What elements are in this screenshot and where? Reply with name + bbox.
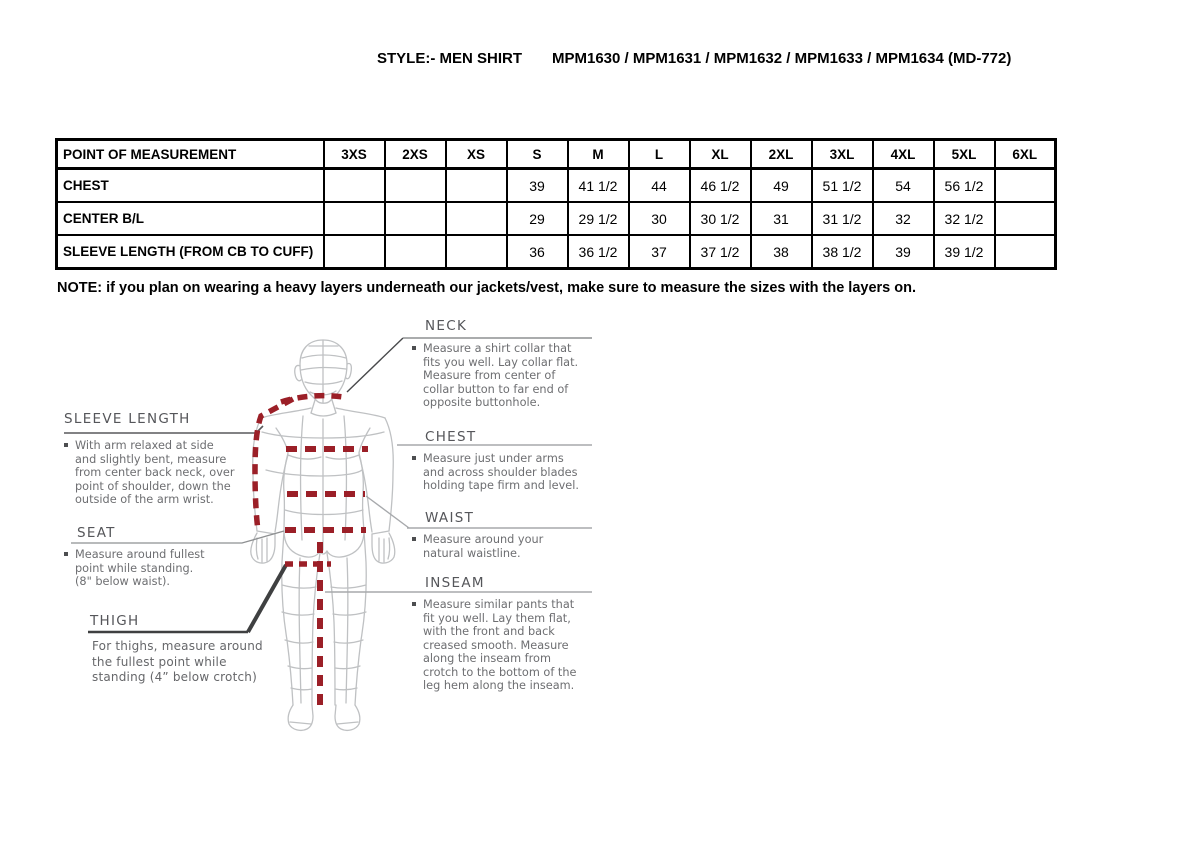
size-cell: 37	[627, 234, 691, 270]
neck-description: Measure a shirt collar that fits you wel…	[412, 342, 602, 410]
table-header-row: POINT OF MEASUREMENT 3XS 2XS XS S M L XL…	[55, 138, 1057, 170]
size-cell	[993, 167, 1057, 203]
seat-connector-line	[71, 530, 285, 544]
waist-connector-line	[365, 495, 410, 529]
size-cell: 36 1/2	[566, 234, 630, 270]
waist-description: Measure around your natural waistline.	[412, 533, 602, 560]
column-header: M	[566, 138, 630, 170]
neck-label: NECK	[425, 318, 468, 334]
size-cell: 37 1/2	[688, 234, 752, 270]
style-label: STYLE:- MEN SHIRT	[377, 50, 522, 67]
size-cell	[993, 201, 1057, 236]
column-header: L	[627, 138, 691, 170]
size-cell: 41 1/2	[566, 167, 630, 203]
size-cell: 30	[627, 201, 691, 236]
size-cell	[993, 234, 1057, 270]
chest-description-text: Measure just under arms and across shoul…	[423, 452, 579, 493]
measurement-dash-lines	[252, 392, 368, 707]
seat-description: Measure around fullest point while stand…	[64, 548, 254, 589]
column-header: XL	[688, 138, 752, 170]
thigh-description: For thighs, measure around the fullest p…	[92, 639, 282, 686]
sleeve-length-label: SLEEVE LENGTH	[64, 411, 191, 427]
table-row: SLEEVE LENGTH (FROM CB TO CUFF) 36 36 1/…	[55, 234, 1057, 270]
waist-label: WAIST	[425, 510, 475, 526]
size-cell: 39 1/2	[932, 234, 996, 270]
column-header: 2XS	[383, 138, 447, 170]
sleeve-length-description: With arm relaxed at side and slightly be…	[64, 439, 264, 507]
size-cell: 36	[505, 234, 569, 270]
size-cell	[444, 201, 508, 236]
column-header: POINT OF MEASUREMENT	[55, 138, 325, 170]
neck-description-text: Measure a shirt collar that fits you wel…	[423, 342, 579, 410]
bullet-square-icon	[412, 602, 416, 606]
size-measurement-table: POINT OF MEASUREMENT 3XS 2XS XS S M L XL…	[55, 138, 1057, 270]
size-cell: 39	[505, 167, 569, 203]
sleeve-length-underline	[64, 425, 264, 434]
size-cell: 54	[871, 167, 935, 203]
size-cell	[383, 201, 447, 236]
table-row: CENTER B/L 29 29 1/2 30 30 1/2 31 31 1/2…	[55, 201, 1057, 236]
column-header: 6XL	[993, 138, 1057, 170]
note-text: NOTE: if you plan on wearing a heavy lay…	[57, 280, 917, 296]
column-header: S	[505, 138, 569, 170]
seat-description-text: Measure around fullest point while stand…	[75, 548, 205, 589]
row-label: SLEEVE LENGTH (FROM CB TO CUFF)	[55, 234, 325, 270]
row-label: CHEST	[55, 167, 325, 203]
size-cell: 31 1/2	[810, 201, 874, 236]
thigh-description-text: For thighs, measure around the fullest p…	[92, 639, 263, 685]
chest-description: Measure just under arms and across shoul…	[412, 452, 602, 493]
size-cell: 44	[627, 167, 691, 203]
column-header: 3XS	[322, 138, 386, 170]
waist-description-text: Measure around your natural waistline.	[423, 533, 544, 560]
size-cell: 39	[871, 234, 935, 270]
size-cell: 51 1/2	[810, 167, 874, 203]
style-codes: MPM1630 / MPM1631 / MPM1632 / MPM1633 / …	[552, 50, 1012, 67]
inseam-label: INSEAM	[425, 575, 485, 591]
size-cell: 29	[505, 201, 569, 236]
sleeve-dash-line	[252, 396, 295, 532]
chest-label: CHEST	[425, 429, 477, 445]
size-cell	[444, 234, 508, 270]
bullet-square-icon	[64, 552, 68, 556]
bullet-square-icon	[412, 456, 416, 460]
size-cell: 29 1/2	[566, 201, 630, 236]
size-cell: 56 1/2	[932, 167, 996, 203]
thigh-pointer-line	[246, 564, 288, 633]
size-cell: 31	[749, 201, 813, 236]
size-cell: 38 1/2	[810, 234, 874, 270]
body-wireframe-figure	[250, 339, 396, 731]
column-header: 3XL	[810, 138, 874, 170]
column-header: XS	[444, 138, 508, 170]
size-cell	[383, 234, 447, 270]
size-cell	[322, 167, 386, 203]
neck-connector-line	[346, 337, 404, 393]
size-cell: 32	[871, 201, 935, 236]
column-header: 4XL	[871, 138, 935, 170]
thigh-label: THIGH	[90, 613, 140, 629]
measurement-diagram	[64, 337, 592, 731]
size-cell: 49	[749, 167, 813, 203]
inseam-description: Measure similar pants that fit you well.…	[412, 598, 602, 693]
size-cell	[444, 167, 508, 203]
table-row: CHEST 39 41 1/2 44 46 1/2 49 51 1/2 54 5…	[55, 167, 1057, 203]
size-cell: 46 1/2	[688, 167, 752, 203]
row-label: CENTER B/L	[55, 201, 325, 236]
column-header: 2XL	[749, 138, 813, 170]
column-header: 5XL	[932, 138, 996, 170]
connector-lines	[64, 337, 592, 634]
bullet-square-icon	[412, 537, 416, 541]
size-cell	[383, 167, 447, 203]
size-cell: 32 1/2	[932, 201, 996, 236]
size-cell: 38	[749, 234, 813, 270]
page-title: STYLE:- MEN SHIRT MPM1630 / MPM1631 / MPM…	[377, 50, 1011, 67]
size-cell	[322, 201, 386, 236]
size-cell	[322, 234, 386, 270]
bullet-square-icon	[64, 443, 68, 447]
size-cell: 30 1/2	[688, 201, 752, 236]
bullet-square-icon	[412, 346, 416, 350]
sleeve-length-description-text: With arm relaxed at side and slightly be…	[75, 439, 235, 507]
seat-label: SEAT	[77, 525, 116, 541]
inseam-description-text: Measure similar pants that fit you well.…	[423, 598, 577, 693]
